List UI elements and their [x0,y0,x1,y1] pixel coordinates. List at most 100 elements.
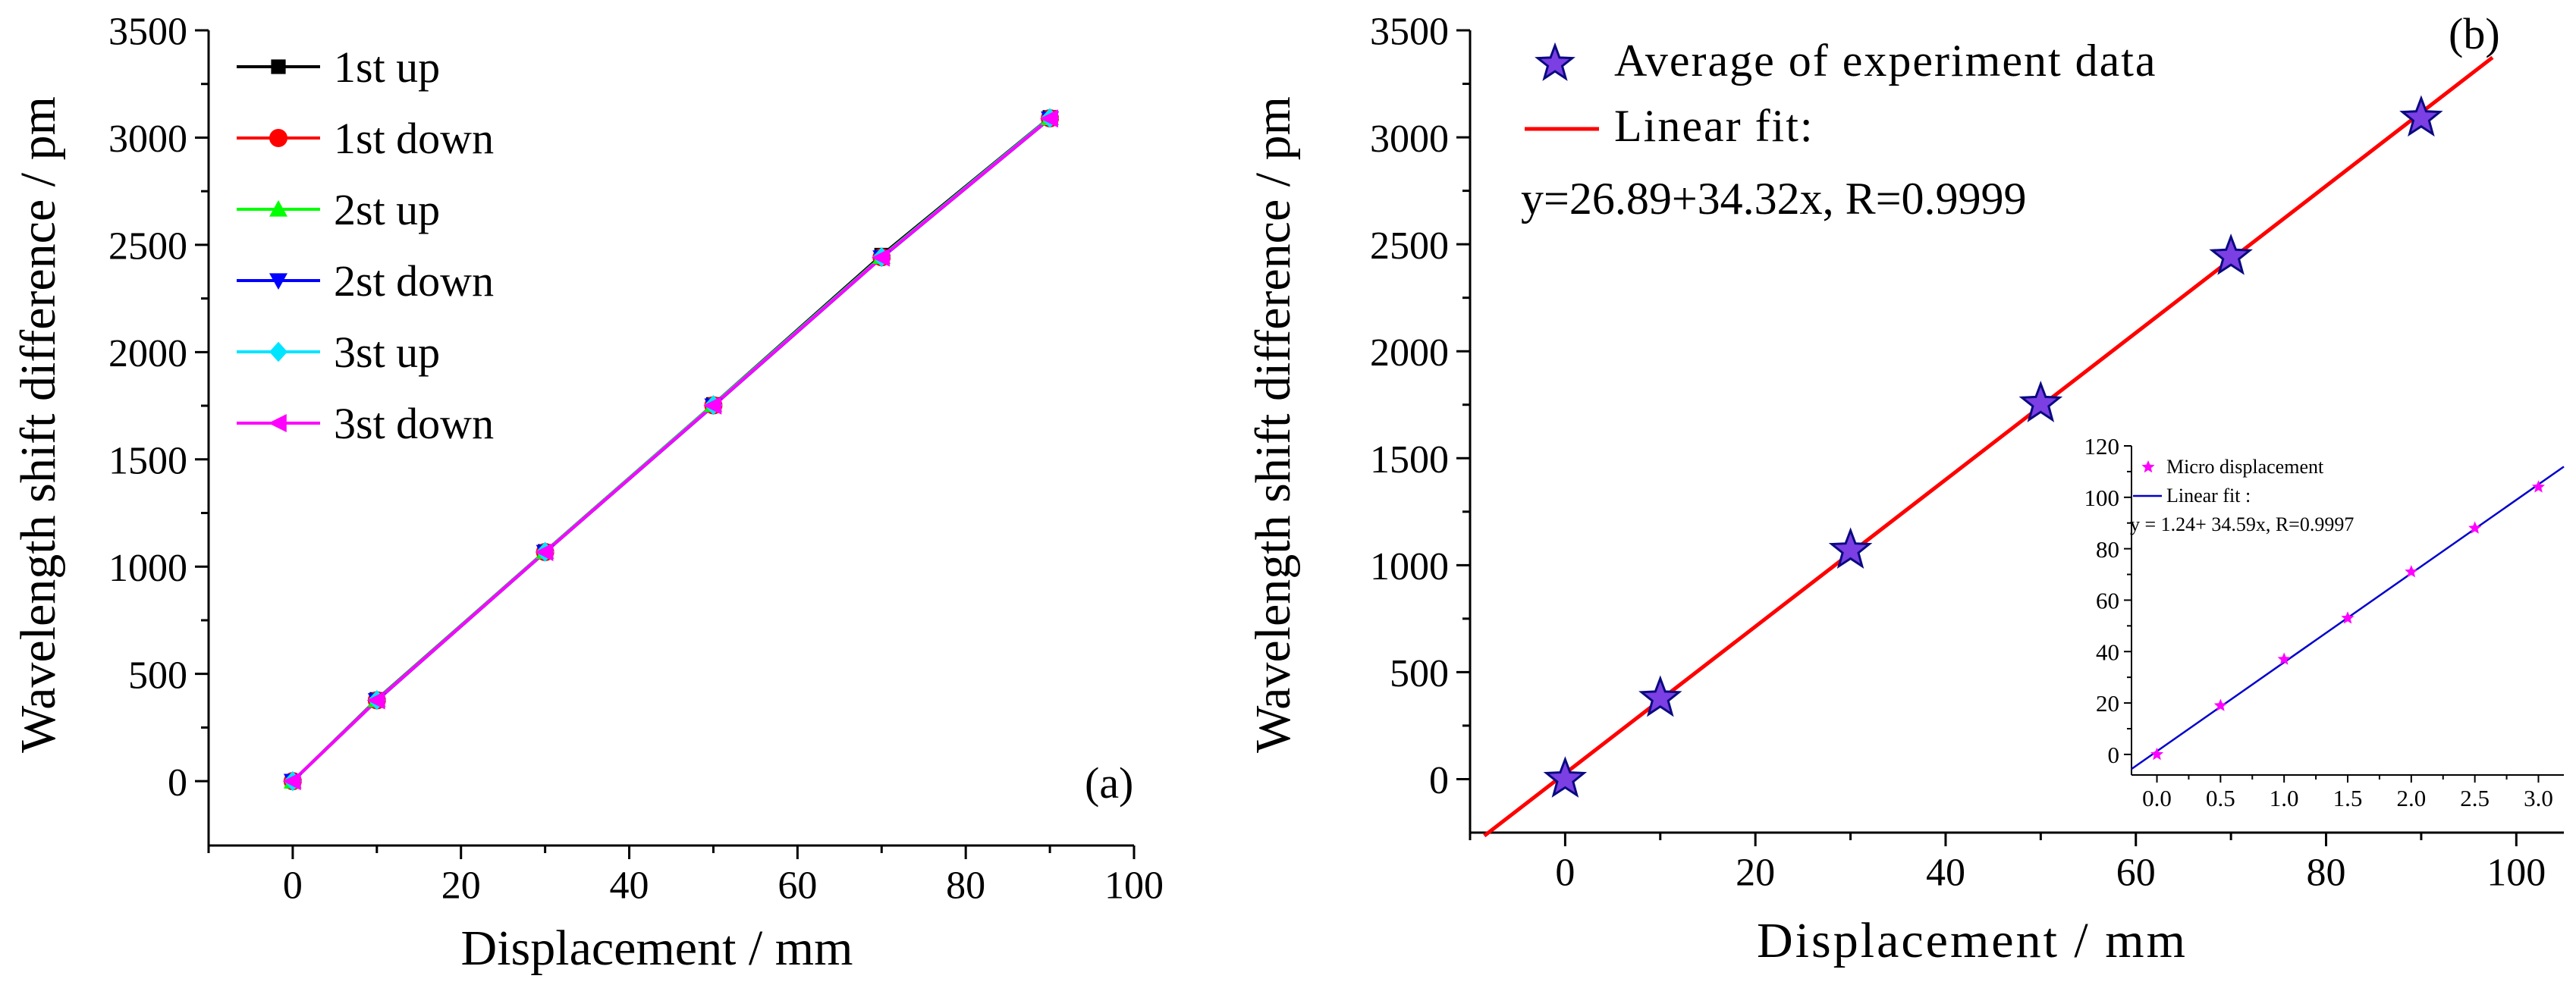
panel-b-y-tick-label: 1500 [1370,438,1449,482]
inset-markers [2150,480,2545,761]
inset-y-tick-label: 0 [2108,742,2120,768]
data-point-star [1543,756,1588,798]
data-point-star [2399,95,2443,137]
legend-label-1st-up: 1st up [334,42,440,92]
inset-legend-star-marker [2141,460,2155,473]
series-line-3st-down [291,117,1051,783]
legend-marker-2st-down [269,273,287,290]
panel-b-x-tick-label: 20 [1736,852,1775,895]
inset-data-point-star [2213,698,2227,711]
panel-a-x-tick-label: 60 [778,864,817,908]
inset-x-tick-label: 2.0 [2396,785,2426,811]
inset-data-point-star [2341,611,2355,624]
panel-a-x-tick-label: 100 [1104,864,1164,908]
data-point-3st-down [282,772,301,791]
inset-x-tick-label: 0.0 [2142,785,2172,811]
panel-a-axes: 0 500 1000 1500 2000 2500 3000 3500 0 20 40 60 80 100 [108,11,1164,908]
panel-a-x-tick-label: 80 [946,864,985,908]
panel-b-fit-equation: y=26.89+34.32x, R=0.9999 [1521,174,2027,224]
panel-a-y-tick-label: 3500 [108,11,187,54]
panel-b-legend: Average of experiment data Linear fit: y… [1521,36,2157,224]
panel-b-y-tick-label: 2500 [1370,224,1449,268]
panel-b-x-axis-title: Displacement / mm [1757,913,2188,968]
inset-y-tick-label: 80 [2096,536,2119,563]
legend-label-1st-down: 1st down [334,114,494,163]
legend-label-3st-up: 3st up [334,328,440,377]
panel-b-legend-points-label: Average of experiment data [1614,36,2157,86]
data-point-3st-down [366,691,385,710]
panel-a-x-tick-label: 40 [610,864,649,908]
legend-star-marker [1535,42,1575,81]
data-point-3st-down [1039,109,1058,128]
legend-marker-3st-up [269,341,287,362]
data-point-3st-down [872,248,891,267]
inset-x-tick-label: 2.5 [2460,785,2490,811]
panel-a-y-tick-label: 1000 [108,547,187,590]
inset-legend-fit-label: Linear fit : [2166,485,2251,507]
panel-a-y-axis-title: Wavelength shift difference / pm [11,96,66,753]
panel-a-x-tick-label: 20 [441,864,481,908]
data-point-3st-down [703,396,722,415]
panel-b-x-tick-label: 40 [1926,852,1965,895]
panel-b-label: (b) [2449,9,2500,58]
panel-b-x-tick-label: 80 [2307,852,2346,895]
data-point-star [1828,527,1873,569]
panel-a-y-tick-label: 3000 [108,118,187,161]
legend-marker-2st-up [269,200,287,217]
inset-fit-equation: y = 1.24+ 34.59x, R=0.9997 [2130,513,2354,535]
data-point-star [2209,233,2253,275]
data-point-star [1638,675,1682,717]
inset-y-tick-label: 20 [2096,690,2119,717]
legend-marker-1st-down [269,129,287,147]
legend-label-3st-down: 3st down [334,399,494,448]
inset-data-point-star [2468,521,2482,534]
data-point-star [2018,381,2063,422]
panel-b-markers [1543,95,2443,798]
inset-x-tick-label: 3.0 [2524,785,2553,811]
inset-legend-points-label: Micro displacement [2166,456,2324,478]
panel-b-y-axis-title: Wavelength shift difference / pm [1246,96,1301,753]
inset-y-tick-label: 100 [2084,485,2120,511]
panel-b-y-tick-label: 2000 [1370,331,1449,375]
inset-background [2131,446,2564,775]
panel-b-legend-fit-label: Linear fit: [1614,101,1814,151]
panel-a-x-tick-label: 0 [283,864,303,908]
inset-x-tick-label: 0.5 [2206,785,2235,811]
legend-marker-1st-up [271,59,286,74]
inset-x-tick-label: 1.0 [2270,785,2299,811]
inset-y-tick-label: 120 [2084,433,2120,460]
panel-b-x-tick-label: 0 [1555,852,1575,895]
panel-b-y-tick-label: 0 [1429,759,1449,802]
inset-axes: 0 20 40 60 80 100 120 0.0 0.5 1.0 1.5 2.0 2.5 3.0 [2084,433,2564,811]
data-point-3st-down [535,543,554,561]
panel-a-x-axis-title: Displacement / mm [461,921,853,976]
legend-marker-3st-down [268,414,287,432]
panel-b-x-tick-label: 100 [2486,852,2546,895]
inset-x-tick-label: 1.5 [2333,785,2363,811]
panel-b-inset: 0 20 40 60 80 100 120 0.0 0.5 1.0 1.5 2.0 2.5 3.0 Mic… [2084,433,2565,811]
panel-a-y-tick-label: 0 [168,761,187,805]
inset-legend: Micro displacement Linear fit : y = 1.24… [2130,456,2354,535]
panel-b-y-tick-label: 1000 [1370,545,1449,588]
inset-data-point-star [2531,480,2545,493]
panel-a-y-tick-label: 2500 [108,225,187,268]
panel-a-legend: 1st up 1st down 2st up 2st down 3st up 3st do… [237,42,494,448]
panel-a-markers [282,108,1060,792]
panel-b-y-tick-label: 3500 [1370,11,1449,54]
panel-b-y-tick-label: 500 [1390,652,1449,695]
panel-b-y-tick-label: 3000 [1370,118,1449,161]
panel-a-label: (a) [1085,758,1133,808]
inset-data-point-star [2277,652,2291,665]
panel-a-y-tick-label: 500 [128,654,187,697]
panel-a-chart: 0 500 1000 1500 2000 2500 3000 3500 0 20 40 60 80 100… [11,11,1164,976]
panel-a-y-tick-label: 1500 [108,440,187,483]
legend-label-2st-down: 2st down [334,256,494,306]
panel-b-x-tick-label: 60 [2116,852,2156,895]
inset-data-point-star [2150,747,2164,761]
legend-label-2st-up: 2st up [334,185,440,234]
panel-a-series-lines [291,116,1051,783]
inset-data-point-star [2405,565,2418,578]
